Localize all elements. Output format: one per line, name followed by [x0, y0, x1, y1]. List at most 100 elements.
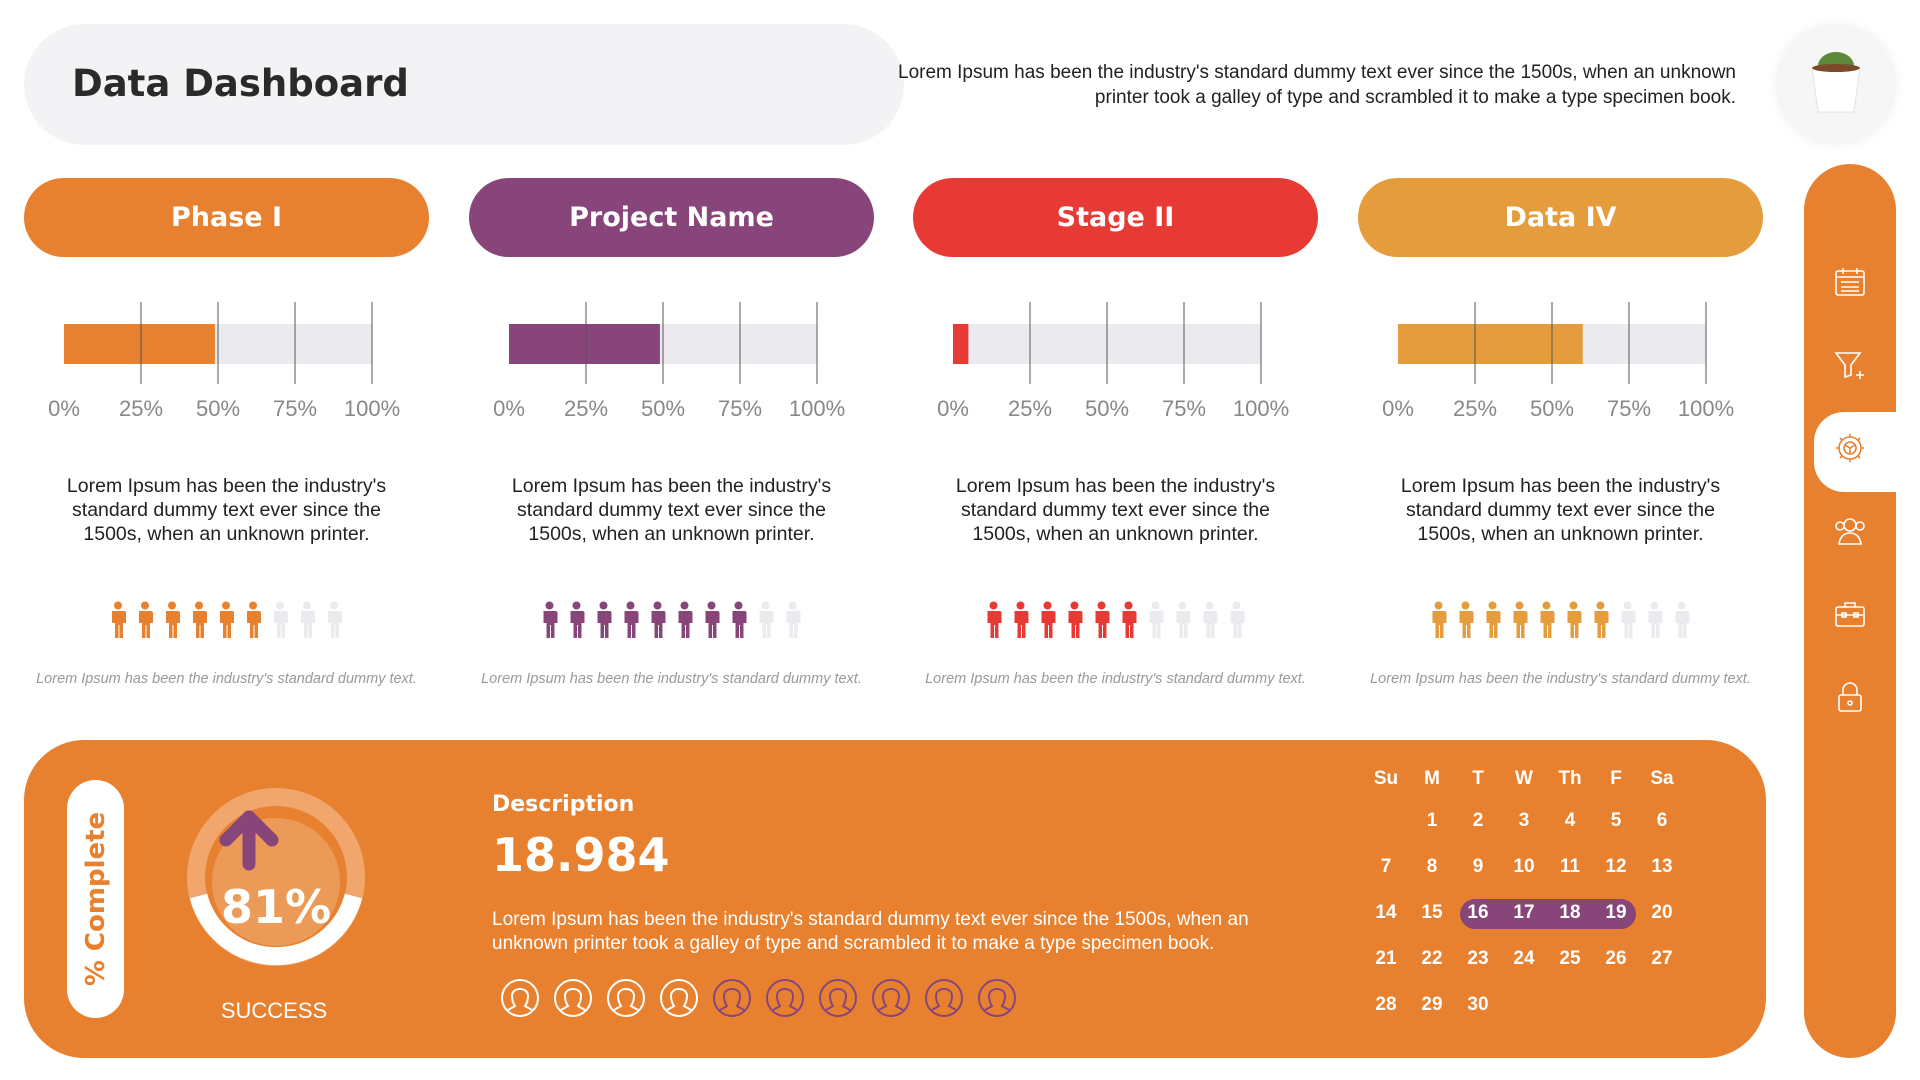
calendar-day[interactable]: 1: [1426, 810, 1438, 831]
complete-badge: % Complete: [67, 780, 124, 1018]
person-icon-filled: [112, 601, 126, 638]
calendar-day[interactable]: 11: [1559, 856, 1581, 877]
tick-label: 75%: [718, 396, 762, 421]
calendar-day[interactable]: 24: [1513, 948, 1535, 969]
weekday-header: Su: [1373, 768, 1399, 789]
tick-label: 100%: [1678, 396, 1734, 421]
toolbox-icon[interactable]: [1832, 596, 1868, 632]
calendar-day[interactable]: 28: [1375, 994, 1397, 1015]
person-icon-empty: [1648, 601, 1663, 638]
user-avatar-icon[interactable]: [924, 978, 964, 1018]
card-3: Stage II 0% 25% 50% 75% 100% Lorem Ipsum has b…: [913, 178, 1318, 687]
weekday-header: Sa: [1650, 768, 1674, 789]
users-icon[interactable]: [1832, 513, 1868, 549]
calendar-day[interactable]: 27: [1651, 948, 1673, 969]
intro-text: Lorem Ipsum has been the industry's stan…: [898, 62, 1736, 108]
calendar-day[interactable]: 7: [1380, 856, 1392, 877]
calendar-day[interactable]: 23: [1467, 948, 1489, 969]
user-avatar-icon[interactable]: [712, 978, 752, 1018]
calendar-day[interactable]: 26: [1605, 948, 1627, 969]
person-icon-filled: [1122, 601, 1137, 638]
calendar-day[interactable]: 14: [1375, 902, 1397, 923]
tick-label: 25%: [1453, 396, 1497, 421]
tick-label: 50%: [641, 396, 685, 421]
calendar-day[interactable]: 30: [1467, 994, 1489, 1015]
calendar-day[interactable]: 5: [1610, 810, 1622, 831]
card-title-pill[interactable]: Data IV: [1358, 178, 1763, 257]
weekday-header: Th: [1558, 768, 1582, 789]
tick-label: 75%: [273, 396, 317, 421]
person-icon-empty: [274, 601, 288, 638]
tick-label: 25%: [1008, 396, 1052, 421]
progress-donut: [187, 788, 365, 966]
user-avatar-icon[interactable]: [871, 978, 911, 1018]
calendar-day[interactable]: 15: [1421, 902, 1443, 923]
title-banner: Data Dashboard: [24, 24, 904, 145]
calendar-day[interactable]: 8: [1426, 856, 1438, 877]
calendar: Su M T W Th F Sa 1 2 3 4 5 6 7 8 9 10 11 12 13 14 15 16 17 18 19 2…: [1364, 768, 1764, 1048]
person-icon-filled: [543, 601, 558, 638]
calendar-day[interactable]: 19: [1605, 902, 1627, 923]
card-1: Phase I 0% 25% 50% 75% 100% Lorem Ipsum has be…: [24, 178, 429, 687]
person-icon-empty: [1149, 601, 1164, 638]
bar-fill: [953, 324, 969, 364]
description-title: Description: [492, 792, 635, 817]
settings-gear-icon[interactable]: [1832, 430, 1868, 466]
person-icon-filled: [705, 601, 720, 638]
filter-add-icon[interactable]: [1832, 347, 1868, 383]
person-icon-empty: [1621, 601, 1636, 638]
user-avatar-icon[interactable]: [765, 978, 805, 1018]
person-icon-filled: [247, 601, 261, 638]
card-caption: Lorem Ipsum has been the industry's stan…: [1370, 671, 1751, 687]
weekday-header: F: [1610, 768, 1622, 789]
tick-label: 75%: [1607, 396, 1651, 421]
card-description: Lorem Ipsum has been the industry's stan…: [1400, 475, 1721, 545]
person-icon-filled: [1540, 601, 1555, 638]
weekday-header: T: [1472, 768, 1484, 789]
calendar-day[interactable]: 25: [1559, 948, 1581, 969]
calendar-day[interactable]: 22: [1421, 948, 1443, 969]
tick-label: 50%: [196, 396, 240, 421]
calendar-day[interactable]: 16: [1467, 902, 1489, 923]
calendar-day[interactable]: 21: [1375, 948, 1397, 969]
bar-fill: [64, 324, 215, 364]
bar-fill: [509, 324, 660, 364]
user-avatar-icon[interactable]: [553, 978, 593, 1018]
calendar-day[interactable]: 10: [1513, 856, 1535, 877]
tick-label: 0%: [1382, 396, 1414, 421]
calendar-day[interactable]: 3: [1518, 810, 1530, 831]
calendar-day[interactable]: 17: [1513, 902, 1535, 923]
calendar-day[interactable]: 18: [1559, 902, 1581, 923]
calendar-day[interactable]: 2: [1472, 810, 1484, 831]
card-title-pill[interactable]: Project Name: [469, 178, 874, 257]
person-icon-filled: [1594, 601, 1609, 638]
person-icon-filled: [732, 601, 747, 638]
user-avatar-icon[interactable]: [818, 978, 858, 1018]
calendar-icon[interactable]: [1832, 264, 1868, 300]
calendar-day[interactable]: 4: [1564, 810, 1576, 831]
card-title-pill[interactable]: Stage II: [913, 178, 1318, 257]
user-avatar-icon[interactable]: [500, 978, 540, 1018]
person-icon-filled: [139, 601, 153, 638]
person-icon-filled: [570, 601, 585, 638]
description-text: Lorem Ipsum has been the industry's stan…: [492, 909, 1249, 954]
calendar-day[interactable]: 29: [1421, 994, 1443, 1015]
page-title: Data Dashboard: [72, 62, 409, 105]
calendar-day[interactable]: 12: [1605, 856, 1627, 877]
percent-value: 81%: [220, 880, 332, 934]
progress-bar-chart: 0% 25% 50% 75% 100%: [493, 302, 845, 421]
calendar-day[interactable]: 13: [1651, 856, 1673, 877]
user-avatar-icon[interactable]: [977, 978, 1017, 1018]
tick-label: 100%: [1233, 396, 1289, 421]
user-avatar-icon[interactable]: [606, 978, 646, 1018]
person-icon-empty: [301, 601, 315, 638]
calendar-day[interactable]: 20: [1651, 902, 1673, 923]
user-avatar-icon[interactable]: [659, 978, 699, 1018]
card-title-pill[interactable]: Phase I: [24, 178, 429, 257]
calendar-day[interactable]: 9: [1472, 856, 1484, 877]
calendar-day[interactable]: 6: [1656, 810, 1668, 831]
arrow-up-icon: [219, 810, 279, 871]
lock-icon[interactable]: [1832, 679, 1868, 715]
person-icon-filled: [1513, 601, 1528, 638]
person-icon-filled: [1014, 601, 1029, 638]
